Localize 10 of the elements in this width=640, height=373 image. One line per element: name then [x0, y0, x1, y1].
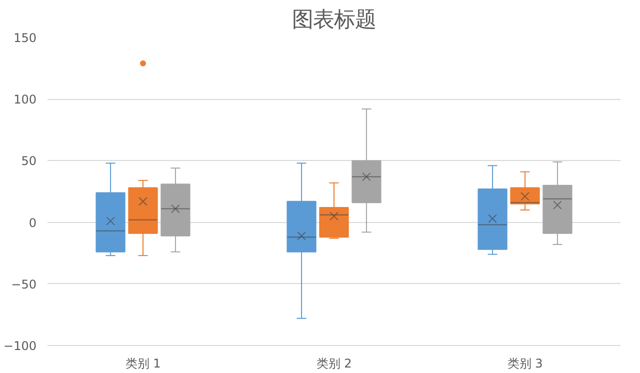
y-tick-label: 0 — [28, 216, 37, 230]
y-tick-label: 150 — [14, 31, 36, 45]
x-tick-label: 类别 1 — [125, 356, 161, 370]
y-tick-label: −100 — [4, 339, 37, 353]
y-tick-label: −50 — [11, 277, 37, 292]
chart-title: 图表标题 — [292, 8, 376, 32]
x-tick-label: 类别 3 — [507, 356, 543, 370]
y-tick-label: 50 — [21, 154, 37, 168]
y-tick-label: 100 — [14, 92, 36, 107]
x-tick-label: 类别 2 — [316, 356, 352, 370]
